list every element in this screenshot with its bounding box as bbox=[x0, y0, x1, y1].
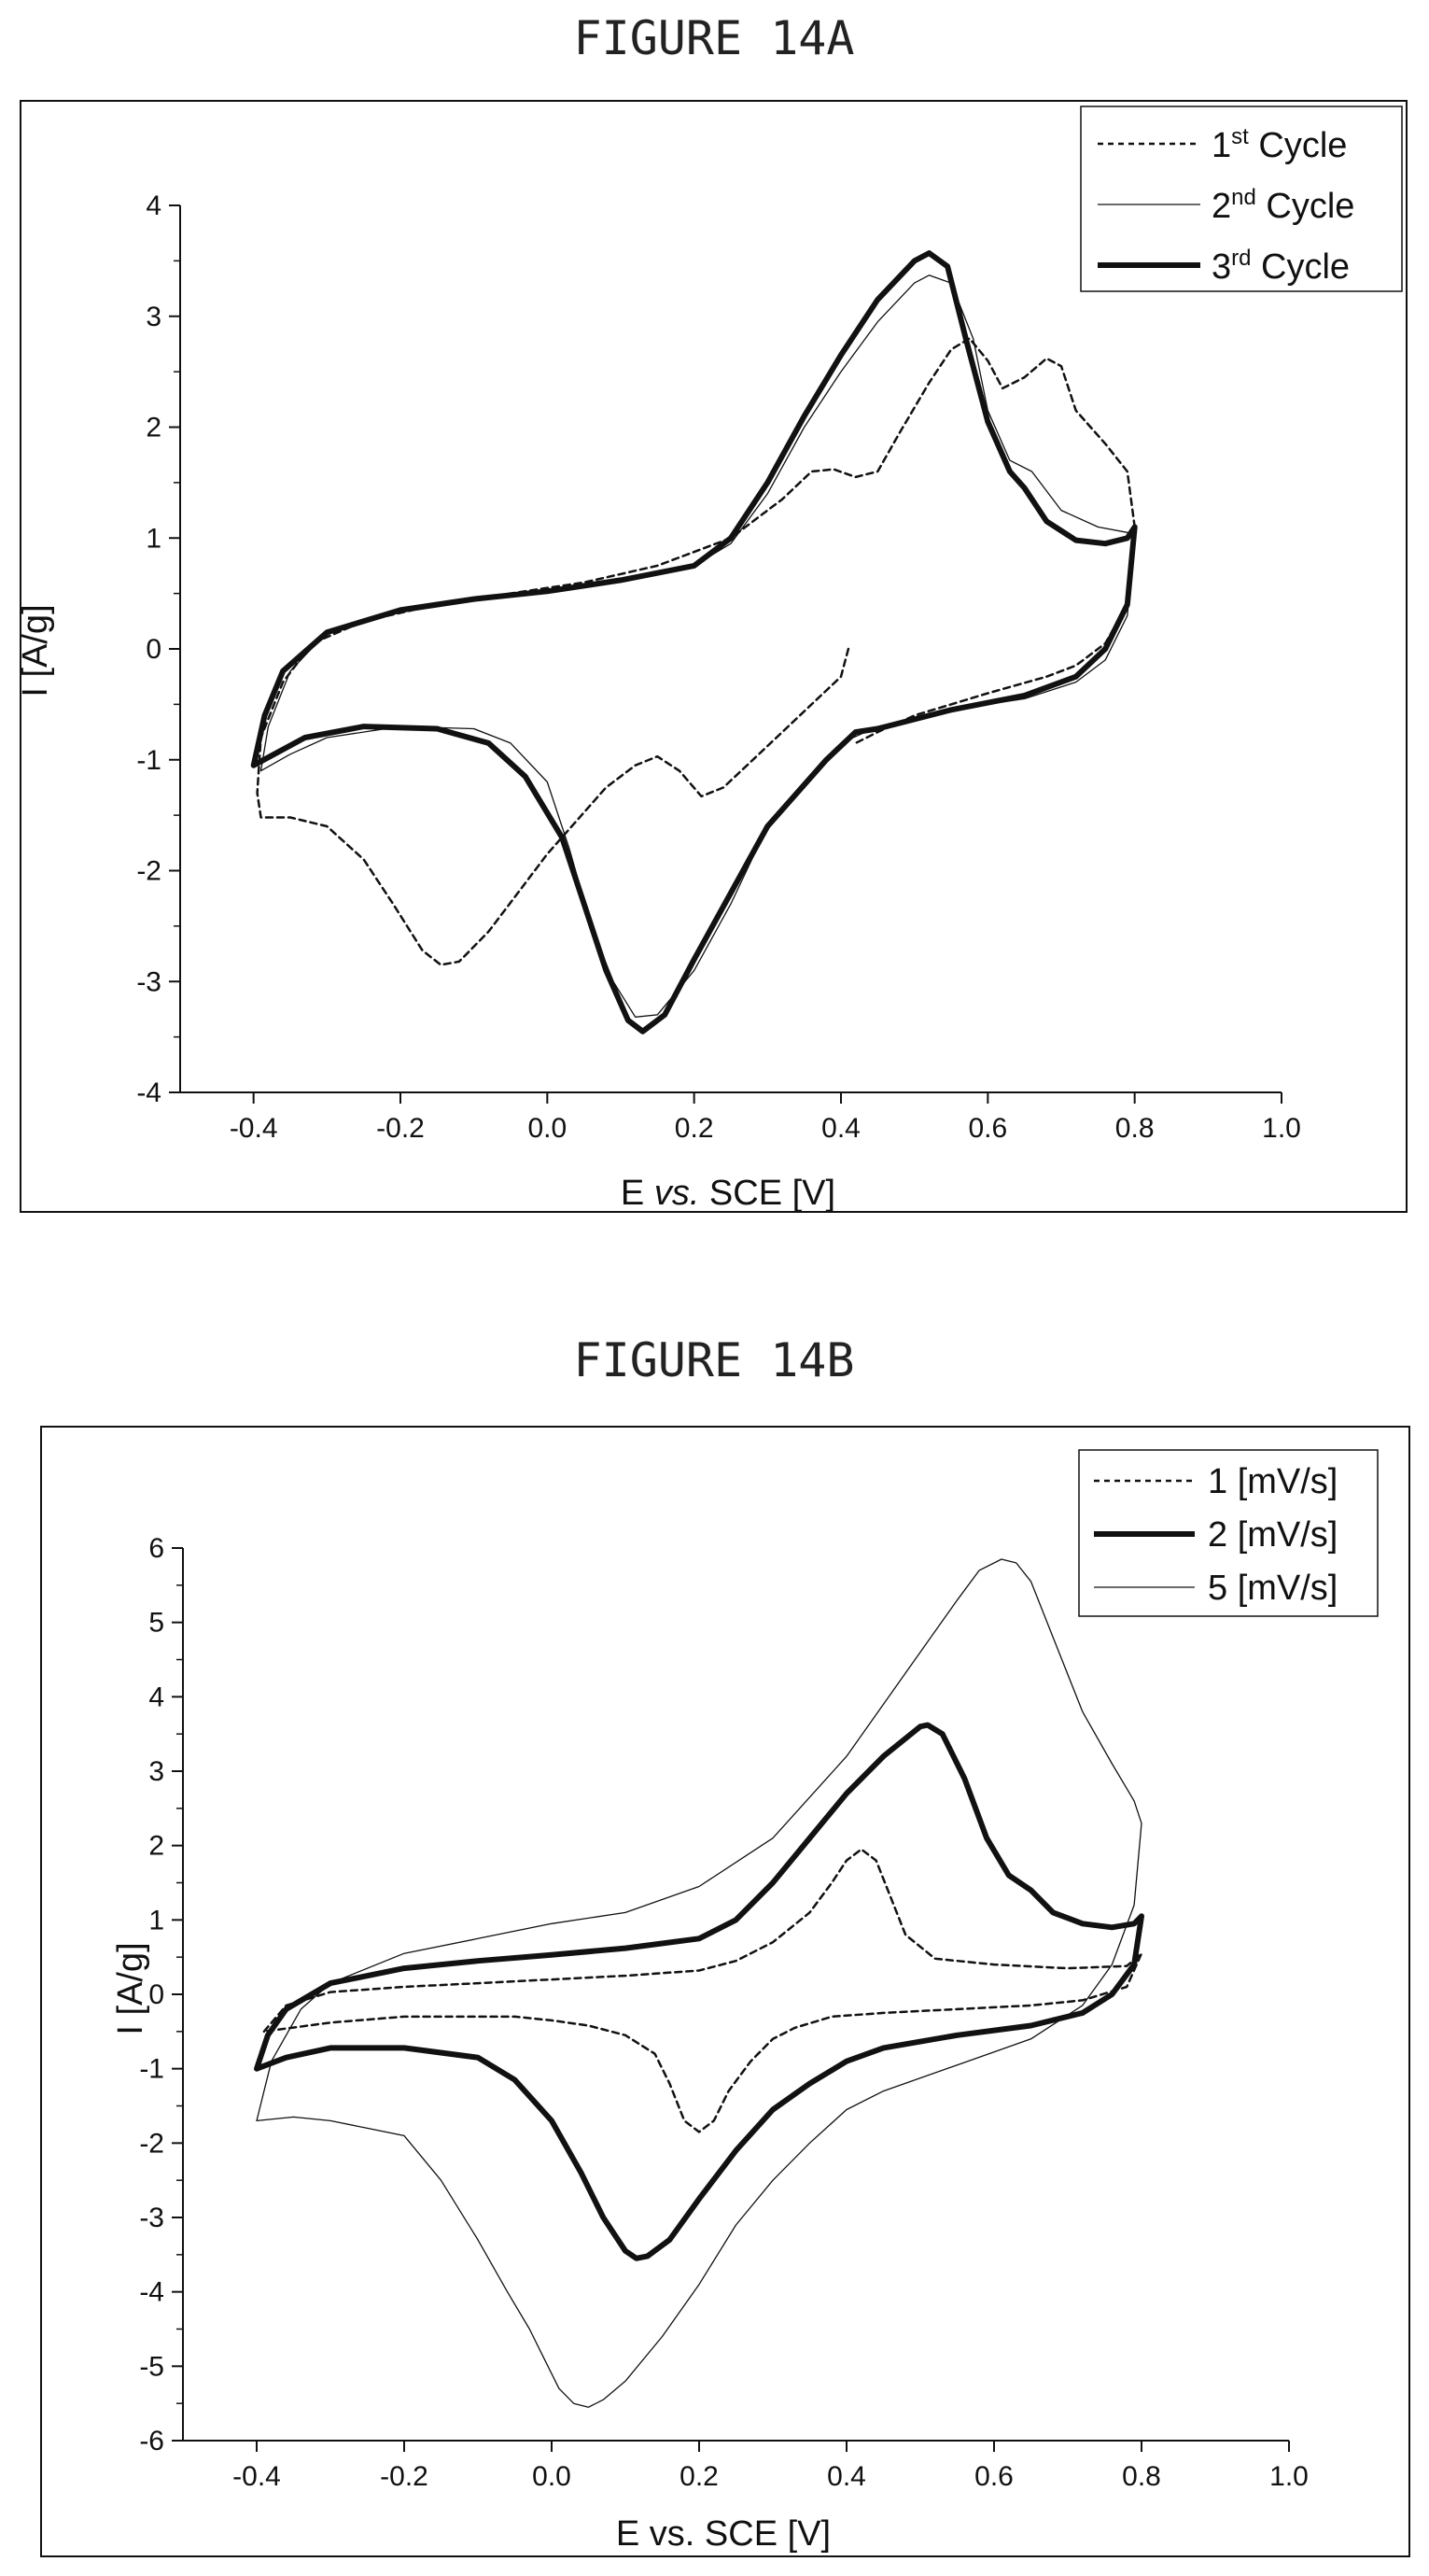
legend-label-2nd-cycle: 2nd Cycle bbox=[1212, 185, 1354, 226]
figure-14b-legend: 1 [mV/s] 2 [mV/s] 5 [mV/s] bbox=[1078, 1449, 1379, 1617]
x-tick-label: 1.0 bbox=[1269, 2461, 1309, 2492]
y-tick-label: -2 bbox=[139, 2128, 164, 2159]
x-tick-label: 1.0 bbox=[1262, 1113, 1301, 1144]
figure-14a-y-axis-label: I [A/g] bbox=[16, 604, 55, 697]
legend-label-1-mvs: 1 [mV/s] bbox=[1208, 1462, 1338, 1501]
x-tick-label: 0.0 bbox=[532, 2461, 571, 2492]
figure-14b-series bbox=[254, 1558, 1144, 2408]
y-tick-label: 1 bbox=[146, 523, 161, 554]
series-line-cycle-1 bbox=[256, 337, 1136, 966]
figure-14b-frame bbox=[40, 1426, 1410, 2557]
series-line-rate-3 bbox=[256, 1558, 1142, 2408]
y-tick-label: 6 bbox=[148, 1533, 164, 1564]
series-line-cycle-3 bbox=[250, 250, 1138, 1035]
y-tick-label: 4 bbox=[148, 1682, 164, 1712]
y-tick-label: -2 bbox=[136, 856, 161, 887]
y-tick-label: -3 bbox=[136, 966, 161, 997]
figure-14b-y-axis-label: I [A/g] bbox=[111, 1942, 150, 2034]
y-tick-label: -1 bbox=[139, 2054, 164, 2085]
y-tick-label: -6 bbox=[139, 2426, 164, 2456]
figure-14a-title: FIGURE 14A bbox=[573, 11, 854, 65]
y-tick-label: -4 bbox=[139, 2277, 164, 2308]
y-tick-label: 2 bbox=[146, 413, 161, 443]
figure-14a: FIGURE 14A -0.4 -0.2 0.0 0.2 0.4 0.6 0.8 1.0-4-… bbox=[16, 11, 1408, 1213]
figure-14a-x-axis-label: E vs. SCE [V] bbox=[621, 1174, 835, 1213]
series-line-rate-1 bbox=[262, 1848, 1143, 2133]
x-tick-label: -0.2 bbox=[380, 2461, 428, 2492]
y-tick-label: 4 bbox=[146, 190, 161, 221]
y-tick-label: 2 bbox=[148, 1831, 164, 1862]
figure-14b-axes: -0.4 -0.2 0.0 0.2 0.4 0.6 0.8 1.0 -6 -5 -4 -3 -2 -1 0 1… bbox=[139, 1533, 1309, 2492]
x-tick-label: -0.4 bbox=[232, 2461, 281, 2492]
y-tick-label: 1 bbox=[148, 1905, 164, 1936]
y-tick-label: 5 bbox=[148, 1608, 164, 1639]
x-tick-label: 0.2 bbox=[679, 2461, 719, 2492]
x-tick-label: 0.2 bbox=[675, 1113, 714, 1144]
x-tick-label: 0.8 bbox=[1115, 1113, 1155, 1144]
x-tick-label: -0.4 bbox=[230, 1113, 278, 1144]
legend-label-2-mvs: 2 [mV/s] bbox=[1208, 1515, 1338, 1555]
figure-14a-series bbox=[250, 250, 1138, 1035]
x-tick-label: 0.4 bbox=[827, 2461, 866, 2492]
figure-14b-x-axis-label: E vs. SCE [V] bbox=[616, 2514, 831, 2554]
figure-14a-frame bbox=[20, 100, 1408, 1213]
y-tick-label: -5 bbox=[139, 2351, 164, 2382]
legend-label-5-mvs: 5 [mV/s] bbox=[1208, 1569, 1338, 1608]
series-line-rate-2 bbox=[254, 1722, 1144, 2261]
figure-14a-axes: -0.4 -0.2 0.0 0.2 0.4 0.6 0.8 1.0 -4 -3 -2 -1 0 1 2 3 4 bbox=[136, 190, 1301, 1144]
figure-14a-legend-box bbox=[1080, 106, 1403, 292]
x-tick-label: 0.6 bbox=[974, 2461, 1014, 2492]
y-tick-label: 0 bbox=[148, 1979, 164, 2010]
x-tick-label: -0.2 bbox=[376, 1113, 425, 1144]
y-tick-label: -3 bbox=[139, 2203, 164, 2233]
x-tick-label: 0.8 bbox=[1122, 2461, 1161, 2492]
legend-label-3rd-cycle: 3rd Cycle bbox=[1212, 246, 1350, 287]
x-tick-label: 0.4 bbox=[821, 1113, 861, 1144]
y-tick-label: 0 bbox=[146, 634, 161, 665]
x-tick-label: 0.0 bbox=[527, 1113, 567, 1144]
x-tick-label: 0.6 bbox=[968, 1113, 1007, 1144]
y-tick-label: -4 bbox=[136, 1077, 161, 1108]
figure-14b: FIGURE 14B -0.4 -0.2 0.0 0.2 0.4 0.6 0.8 1.0-6-… bbox=[40, 1333, 1410, 2557]
figure-14a-legend: 1st Cycle 2nd Cycle 3rd Cycle bbox=[1080, 106, 1403, 292]
y-tick-label: 3 bbox=[148, 1756, 164, 1787]
y-tick-label: -1 bbox=[136, 745, 161, 776]
legend-label-1st-cycle: 1st Cycle bbox=[1212, 124, 1347, 165]
y-tick-label: 3 bbox=[146, 302, 161, 332]
figure-14b-title: FIGURE 14B bbox=[573, 1333, 854, 1387]
